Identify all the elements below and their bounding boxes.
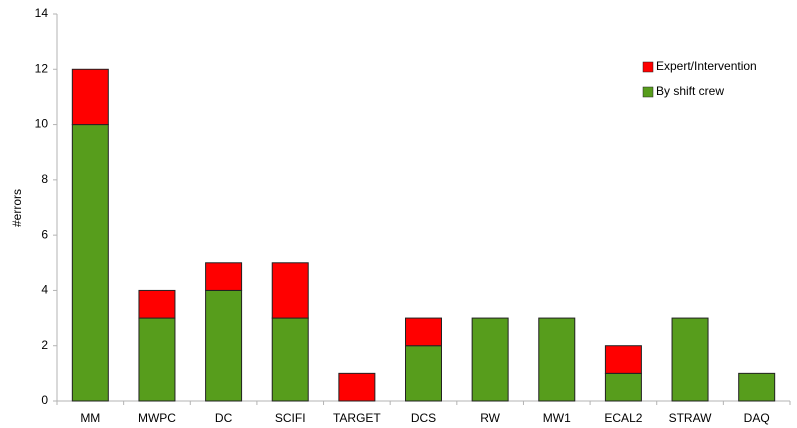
x-tick-label: ECAL2	[604, 411, 642, 425]
y-tick-label: 10	[35, 117, 49, 131]
y-tick-label: 2	[41, 338, 48, 352]
bar-segment	[405, 345, 442, 402]
y-tick-label: 6	[41, 227, 48, 241]
y-tick-label: 0	[41, 393, 48, 407]
bar-segment	[471, 317, 509, 402]
bar-segment	[205, 262, 243, 291]
bar-segment	[604, 372, 642, 402]
bar-segment	[71, 124, 109, 402]
x-tick-label: MW1	[543, 411, 571, 425]
y-tick-label: 8	[41, 172, 48, 186]
x-tick-label: DCS	[411, 411, 436, 425]
y-tick-label: 4	[41, 283, 48, 297]
legend-swatch	[642, 61, 654, 73]
bar-segment	[138, 289, 176, 319]
bar-segment	[271, 262, 309, 319]
bar-segment	[538, 317, 576, 402]
legend-label: Expert/Intervention	[656, 59, 757, 73]
x-tick-label: DAQ	[744, 411, 770, 425]
x-tick-label: RW	[480, 411, 500, 425]
x-tick-label: DC	[215, 411, 233, 425]
y-tick-label: 12	[35, 61, 49, 75]
x-tick-label: STRAW	[669, 411, 713, 425]
bar-segment	[205, 289, 243, 402]
legend-label: By shift crew	[656, 84, 724, 98]
bar-segment	[405, 317, 442, 347]
bar-segment	[338, 372, 376, 402]
x-tick-label: MWPC	[138, 411, 176, 425]
bar-segment	[71, 68, 109, 126]
bar-segment	[671, 317, 709, 402]
legend-swatch	[642, 86, 654, 98]
x-tick-label: SCIFI	[275, 411, 306, 425]
x-tick-label: TARGET	[333, 411, 381, 425]
y-tick-label: 14	[35, 6, 49, 20]
bar-segment	[738, 372, 776, 402]
x-tick-label: MM	[80, 411, 100, 425]
bar-segment	[271, 317, 309, 402]
bar-segment	[138, 317, 176, 402]
y-axis-label: #errors	[10, 189, 24, 227]
bar-segment	[604, 345, 642, 374]
